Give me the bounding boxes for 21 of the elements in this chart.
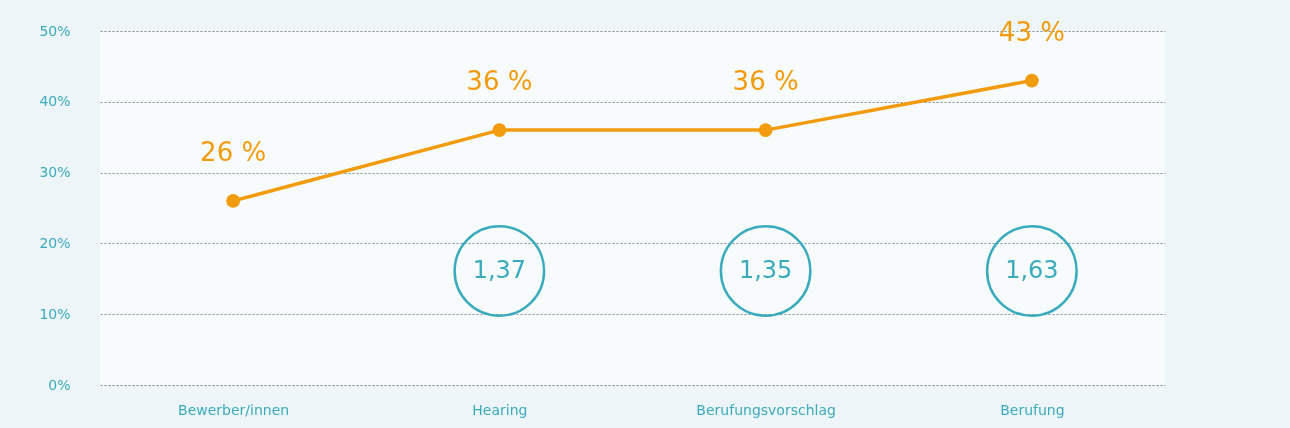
annotation: 1,63 bbox=[1005, 256, 1059, 284]
point bbox=[758, 123, 773, 137]
y-tick-label: 20% bbox=[39, 234, 71, 251]
data-label: 36 % bbox=[732, 66, 799, 97]
data-label: 43 % bbox=[998, 16, 1065, 47]
x-tick-label: Berufung bbox=[1000, 401, 1065, 418]
annotation: 1,35 bbox=[738, 256, 793, 284]
data-label: 26 % bbox=[200, 136, 267, 167]
point bbox=[492, 123, 507, 137]
y-tick-label: 0% bbox=[48, 376, 71, 393]
y-tick-label: 30% bbox=[39, 164, 71, 181]
annotation: 1,37 bbox=[472, 256, 527, 284]
x-tick-label: Bewerber/innen bbox=[178, 401, 290, 418]
y-tick-label: 10% bbox=[39, 305, 71, 322]
point bbox=[1024, 73, 1039, 88]
data-label: 36 % bbox=[466, 66, 533, 97]
x-tick-label: Hearing bbox=[472, 401, 528, 418]
x-tick-label: Berufungsvorschlag bbox=[696, 401, 836, 418]
y-tick-label: 50% bbox=[39, 22, 71, 39]
y-tick-label: 40% bbox=[39, 93, 71, 110]
point bbox=[226, 194, 241, 208]
